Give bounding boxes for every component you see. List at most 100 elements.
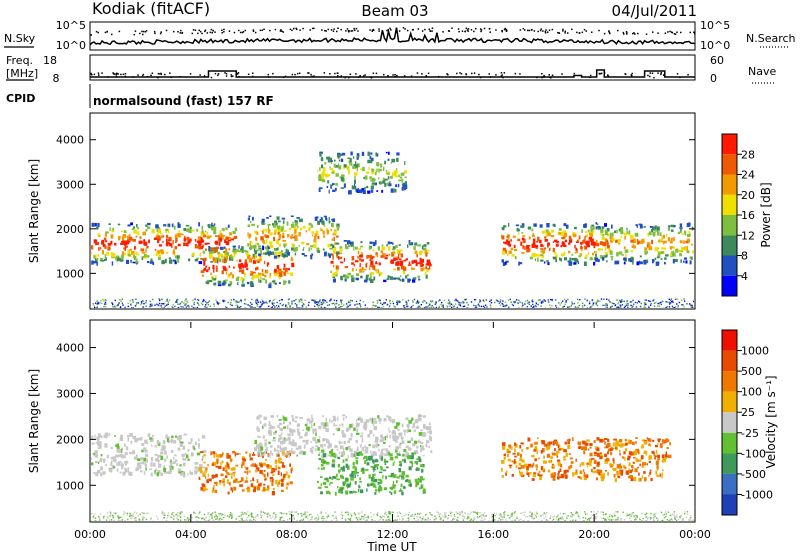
- echo-cell: [246, 489, 251, 493]
- echo-cell: [577, 261, 579, 264]
- echo-cell: [531, 228, 534, 232]
- nsearch-point: [501, 30, 503, 32]
- echo-cell: [664, 455, 669, 458]
- echo-cell: [403, 266, 406, 270]
- echo-cell: [637, 240, 641, 244]
- echo-cell: [459, 302, 461, 304]
- echo-cell: [525, 516, 527, 518]
- nave-point: [561, 73, 563, 75]
- echo-cell: [418, 439, 420, 443]
- echo-cell: [323, 215, 327, 218]
- echo-cell: [521, 306, 523, 308]
- echo-cell: [559, 257, 561, 261]
- echo-cell: [451, 306, 453, 308]
- echo-cell: [362, 190, 366, 195]
- echo-cell: [327, 252, 330, 257]
- echo-cell: [275, 464, 278, 469]
- echo-cell: [105, 299, 107, 302]
- echo-cell: [372, 444, 376, 449]
- echo-cell: [502, 247, 506, 253]
- echo-cell: [298, 245, 300, 247]
- echo-cell: [667, 226, 670, 231]
- nave-point: [536, 76, 538, 79]
- echo-cell: [212, 512, 214, 514]
- echo-cell: [96, 306, 98, 308]
- echo-cell: [392, 246, 396, 250]
- echo-cell: [665, 515, 667, 518]
- nsearch-point: [603, 32, 606, 35]
- echo-cell: [418, 458, 422, 463]
- echo-cell: [320, 307, 323, 308]
- echo-cell: [585, 235, 588, 238]
- echo-cell: [677, 305, 679, 307]
- echo-cell: [689, 260, 692, 265]
- echo-cell: [339, 256, 343, 260]
- echo-cell: [638, 459, 642, 462]
- echo-cell: [656, 231, 660, 236]
- echo-cell: [172, 240, 174, 245]
- echo-cell: [630, 239, 634, 243]
- echo-cell: [474, 511, 476, 513]
- echo-cell: [264, 242, 267, 245]
- echo-cell: [119, 306, 122, 308]
- freq-label-line1: Freq.: [6, 54, 33, 67]
- echo-cell: [317, 481, 320, 483]
- echo-cell: [322, 453, 327, 458]
- echo-cell: [347, 240, 351, 245]
- echo-cell: [325, 512, 327, 514]
- nave-point: [157, 72, 160, 75]
- echo-cell: [536, 241, 539, 243]
- echo-cell: [246, 254, 251, 260]
- nave-point: [573, 72, 576, 75]
- echo-cell: [507, 253, 509, 257]
- echo-cell: [510, 239, 512, 242]
- nsearch-point: [583, 28, 586, 31]
- nsearch-point: [480, 30, 482, 33]
- echo-cell: [278, 482, 280, 485]
- nsearch-point: [634, 33, 636, 35]
- colorbar-tick-label: 4: [741, 270, 748, 283]
- beam-title: Beam 03: [361, 2, 428, 20]
- echo-cell: [572, 519, 574, 521]
- echo-cell: [114, 299, 116, 302]
- echo-cell: [593, 454, 597, 457]
- echo-cell: [648, 246, 653, 251]
- echo-cell: [325, 477, 328, 481]
- echo-cell: [202, 303, 204, 306]
- echo-cell: [372, 451, 376, 454]
- echo-cell: [254, 463, 257, 465]
- echo-cell: [244, 480, 248, 483]
- echo-cell: [654, 515, 656, 517]
- echo-cell: [408, 240, 411, 245]
- echo-cell: [231, 274, 235, 279]
- echo-cell: [91, 245, 94, 250]
- nsearch-point: [680, 31, 682, 34]
- nsearch-point: [551, 28, 554, 31]
- echo-cell: [270, 471, 274, 474]
- echo-cell: [206, 467, 208, 471]
- nave-point: [396, 74, 398, 77]
- echo-cell: [307, 427, 310, 432]
- echo-cell: [665, 451, 667, 455]
- nsearch-point: [571, 28, 573, 31]
- echo-cell: [322, 167, 326, 171]
- echo-cell: [605, 470, 607, 472]
- echo-cell: [97, 302, 99, 305]
- echo-cell: [661, 472, 664, 476]
- echo-cell: [213, 249, 217, 253]
- echo-cell: [632, 451, 634, 456]
- echo-cell: [649, 518, 651, 520]
- echo-cell: [624, 456, 626, 461]
- echo-cell: [560, 258, 562, 262]
- echo-cell: [627, 439, 630, 444]
- echo-cell: [100, 467, 102, 471]
- echo-cell: [329, 482, 333, 484]
- echo-cell: [212, 451, 216, 455]
- echo-cell: [219, 233, 223, 238]
- echo-cell: [404, 307, 406, 308]
- echo-cell: [376, 168, 378, 173]
- echo-cell: [202, 239, 205, 243]
- echo-cell: [156, 303, 158, 305]
- echo-cell: [276, 414, 279, 418]
- echo-cell: [420, 429, 423, 432]
